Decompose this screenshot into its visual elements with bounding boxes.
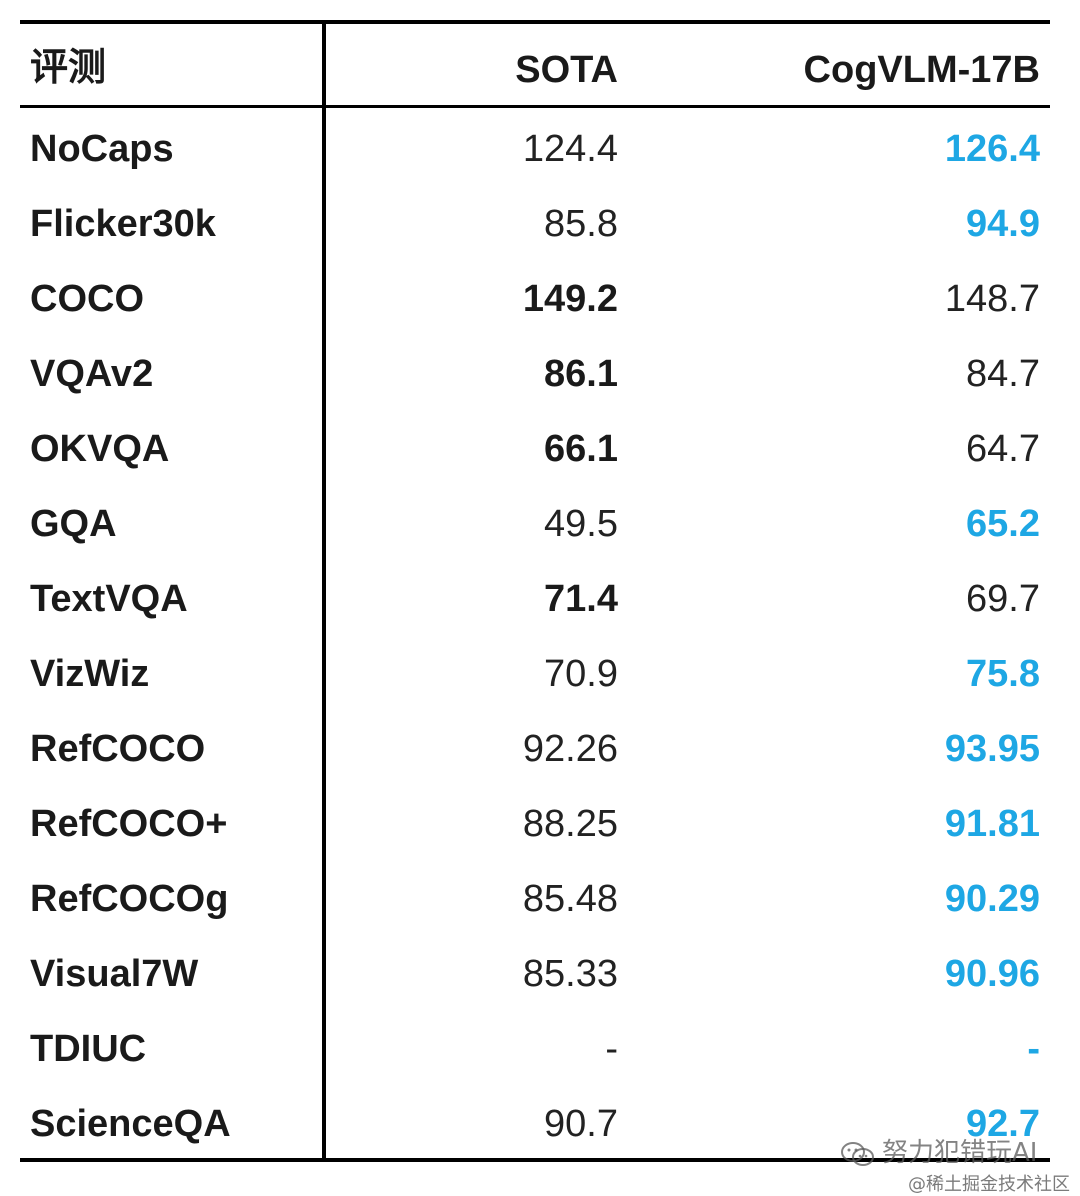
cogvlm-value: - bbox=[1027, 1028, 1040, 1070]
table-row: TDIUC - - bbox=[20, 1008, 1050, 1083]
sota-value: 88.25 bbox=[522, 803, 618, 845]
benchmark-name: Visual7W bbox=[30, 953, 199, 995]
cogvlm-value: 65.2 bbox=[966, 503, 1040, 545]
table-row: COCO 149.2 148.7 bbox=[20, 258, 1050, 333]
sota-value: 92.26 bbox=[522, 728, 618, 770]
cogvlm-value: 75.8 bbox=[966, 653, 1040, 695]
sota-value: 70.9 bbox=[544, 653, 618, 695]
benchmark-name: RefCOCO+ bbox=[30, 803, 228, 845]
benchmark-name: VizWiz bbox=[30, 653, 150, 695]
cogvlm-value: 93.95 bbox=[944, 728, 1040, 770]
table-header-rule bbox=[20, 105, 1050, 108]
header-sota: SOTA bbox=[515, 49, 618, 91]
watermark-line1: 努力犯错玩AI bbox=[882, 1138, 1038, 1168]
benchmark-name: Flicker30k bbox=[30, 203, 216, 245]
header-cogvlm: CogVLM-17B bbox=[803, 49, 1040, 91]
wechat-icon bbox=[841, 1141, 874, 1166]
sota-value: 85.33 bbox=[522, 953, 618, 995]
table-row: VQAv2 86.1 84.7 bbox=[20, 333, 1050, 408]
table-row: NoCaps 124.4 126.4 bbox=[20, 108, 1050, 183]
benchmark-name: COCO bbox=[30, 278, 144, 320]
table-row: RefCOCO+ 88.25 91.81 bbox=[20, 783, 1050, 858]
cogvlm-value: 92.7 bbox=[966, 1103, 1040, 1145]
table-row: OKVQA 66.1 64.7 bbox=[20, 408, 1050, 483]
benchmark-name: TDIUC bbox=[30, 1028, 147, 1070]
sota-value: 85.48 bbox=[522, 878, 618, 920]
cogvlm-value: 90.29 bbox=[944, 878, 1040, 920]
sota-value: 149.2 bbox=[522, 278, 618, 320]
sota-value: 71.4 bbox=[544, 578, 618, 620]
cogvlm-value: 64.7 bbox=[966, 428, 1040, 470]
table-row: VizWiz 70.9 75.8 bbox=[20, 633, 1050, 708]
benchmark-name: VQAv2 bbox=[30, 353, 154, 395]
watermark-account: 努力犯错玩AI bbox=[840, 1132, 1037, 1169]
benchmark-name: TextVQA bbox=[30, 578, 188, 620]
table-header: 评测 SOTA CogVLM-17B bbox=[20, 24, 1050, 105]
sota-value: 49.5 bbox=[544, 503, 618, 545]
sota-value: - bbox=[605, 1028, 618, 1070]
table-top-rule bbox=[20, 20, 1050, 24]
cogvlm-value: 84.7 bbox=[966, 353, 1040, 395]
benchmark-name: GQA bbox=[30, 503, 117, 545]
sota-value: 124.4 bbox=[522, 128, 618, 170]
table-body: NoCaps 124.4 126.4 Flicker30k 85.8 94.9 COCO 14… bbox=[20, 108, 1050, 1158]
table-column-divider bbox=[322, 24, 326, 1158]
sota-value: 90.7 bbox=[544, 1103, 618, 1145]
sota-value: 86.1 bbox=[544, 353, 618, 395]
benchmark-name: NoCaps bbox=[30, 128, 174, 170]
benchmark-name: ScienceQA bbox=[30, 1103, 231, 1145]
cogvlm-value: 148.7 bbox=[944, 278, 1040, 320]
results-table: 评测 SOTA CogVLM-17B NoCaps 124.4 126.4 Flick… bbox=[20, 20, 1050, 1162]
benchmark-name: RefCOCO bbox=[30, 728, 206, 770]
benchmark-name: RefCOCOg bbox=[30, 878, 229, 920]
table-bottom-rule bbox=[20, 1158, 1050, 1162]
header-benchmark: 评测 bbox=[30, 45, 107, 89]
table-row: RefCOCOg 85.48 90.29 bbox=[20, 858, 1050, 933]
cogvlm-value: 94.9 bbox=[966, 203, 1040, 245]
watermark-site: @稀土掘金技术社区 bbox=[908, 1174, 1070, 1195]
table-row: Flicker30k 85.8 94.9 bbox=[20, 183, 1050, 258]
cogvlm-value: 90.96 bbox=[944, 953, 1040, 995]
benchmark-name: OKVQA bbox=[30, 428, 170, 470]
table-row: ScienceQA 90.7 92.7 bbox=[20, 1083, 1050, 1158]
sota-value: 85.8 bbox=[544, 203, 618, 245]
table-row: Visual7W 85.33 90.96 bbox=[20, 933, 1050, 1008]
cogvlm-value: 69.7 bbox=[966, 578, 1040, 620]
table-row: GQA 49.5 65.2 bbox=[20, 483, 1050, 558]
table-row: RefCOCO 92.26 93.95 bbox=[20, 708, 1050, 783]
table-row: TextVQA 71.4 69.7 bbox=[20, 558, 1050, 633]
cogvlm-value: 91.81 bbox=[944, 803, 1040, 845]
sota-value: 66.1 bbox=[544, 428, 618, 470]
cogvlm-value: 126.4 bbox=[944, 128, 1040, 170]
